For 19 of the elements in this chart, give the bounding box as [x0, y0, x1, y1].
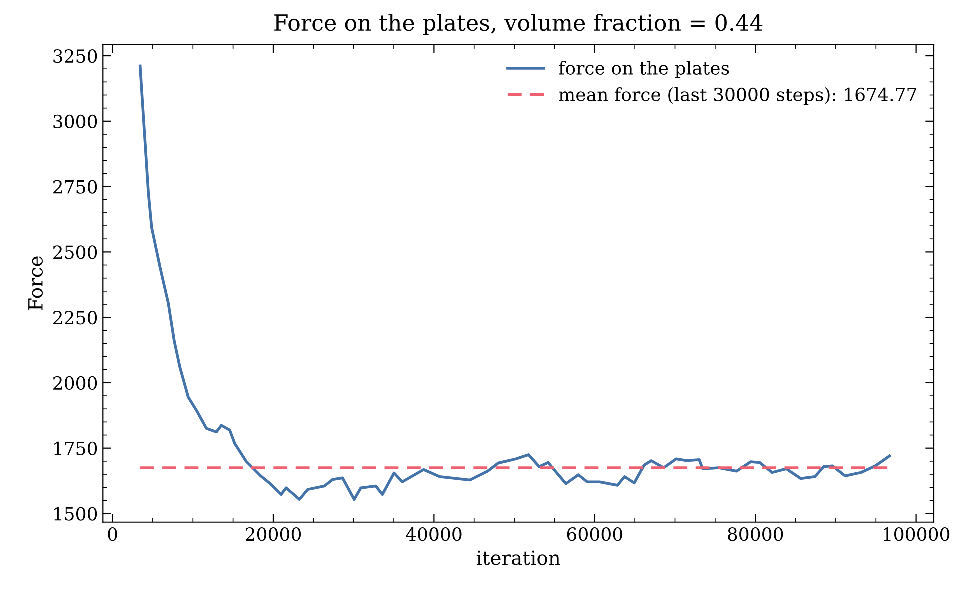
x-tick-label: 40000 — [406, 528, 462, 542]
x-axis-title: iteration — [476, 550, 560, 566]
x-tick-label: 0 — [108, 528, 118, 542]
y-tick-label: 3000 — [54, 114, 98, 129]
y-tick-label: 1500 — [54, 507, 98, 521]
y-tick-label: 2250 — [54, 311, 98, 325]
y-axis-title: Force — [28, 256, 44, 310]
legend-label: force on the plates — [559, 61, 730, 78]
x-tick-label: 100000 — [884, 528, 950, 542]
y-tick-label: 1750 — [54, 442, 98, 456]
y-tick-label: 3250 — [54, 49, 98, 64]
y-tick-label: 2500 — [54, 246, 98, 260]
y-tick-label: 2000 — [54, 376, 98, 390]
legend-label: mean force (last 30000 steps): 1674.77 — [559, 88, 916, 105]
chart-title: Force on the plates, volume fraction = 0.44 — [274, 14, 763, 36]
x-tick-label: 80000 — [728, 528, 784, 542]
y-tick-label: 2750 — [54, 180, 98, 194]
x-tick-label: 60000 — [567, 528, 622, 542]
x-tick-label: 20000 — [246, 528, 302, 542]
